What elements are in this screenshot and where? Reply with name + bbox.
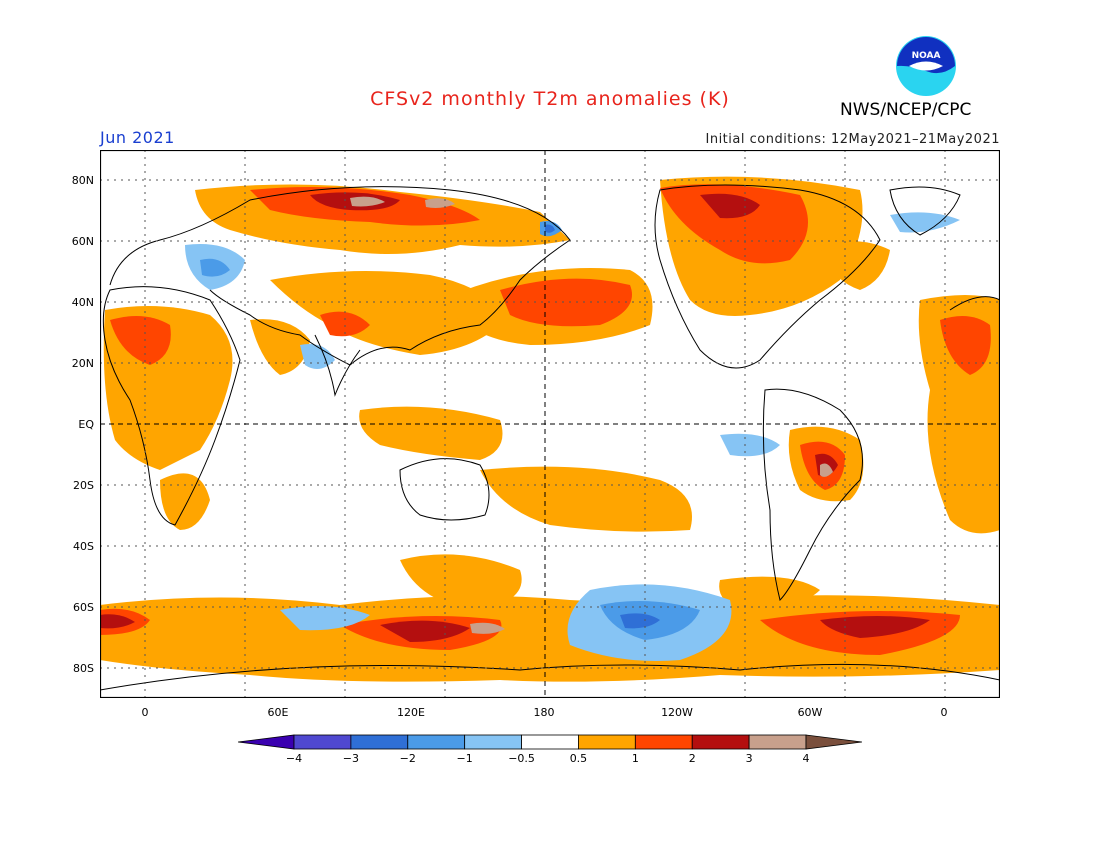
colorbar-swatch: [634, 734, 693, 750]
colorbar-swatch: [464, 734, 522, 750]
lat-label-60s: 60S: [73, 601, 94, 614]
colorbar-swatch: [521, 734, 579, 750]
colorbar-arrow-low: [238, 734, 295, 750]
colorbar-swatch: [407, 734, 466, 750]
lon-label-0-east: 0: [940, 706, 948, 719]
lon-label-60e: 60E: [267, 706, 289, 719]
forecast-month-label: Jun 2021: [100, 128, 175, 147]
warm-anomaly-extreme-areas: [350, 196, 833, 634]
colorbar-tick-label: −4: [286, 752, 302, 765]
noaa-logo-text: NOAA: [912, 51, 941, 61]
lon-label-120w: 120W: [661, 706, 693, 719]
lon-label-180: 180: [533, 706, 555, 719]
anomaly-map: [100, 150, 1000, 698]
colorbar-swatch: [578, 734, 636, 750]
agency-label: NWS/NCEP/CPC: [840, 100, 972, 120]
colorbar-swatch: [691, 734, 750, 750]
coastlines: [100, 184, 1000, 691]
lat-label-eq: EQ: [78, 418, 94, 431]
lat-label-20n: 20N: [71, 357, 94, 370]
equator-dateline: [100, 150, 1000, 698]
noaa-logo: NOAA: [896, 36, 956, 96]
lat-label-40s: 40S: [73, 540, 94, 553]
lat-label-40n: 40N: [71, 296, 94, 309]
colorbar-tick-label: 0.5: [570, 752, 588, 765]
colorbar: −4 −3 −2 −1 −0.5 0.5 1 2 3 4: [238, 734, 862, 765]
colorbar-tick-label: 2: [689, 752, 696, 765]
colorbar-tick-label: 1: [632, 752, 639, 765]
colorbar-tick-label: −2: [400, 752, 416, 765]
map-title: CFSv2 monthly T2m anomalies (K): [370, 88, 730, 110]
lat-label-20s: 20S: [73, 479, 94, 492]
colorbar-tick-label: −3: [343, 752, 359, 765]
colorbar-tick-label: −1: [457, 752, 473, 765]
colorbar-arrow-high: [805, 734, 862, 750]
colorbar-swatch: [748, 734, 807, 750]
colorbar-swatch: [350, 734, 409, 750]
colorbar-tick-label: 4: [803, 752, 810, 765]
cool-anomaly-strong-areas: [545, 224, 660, 629]
lon-label-60w: 60W: [797, 706, 823, 719]
lat-label-80n: 80N: [71, 174, 94, 187]
map-frame: [100, 150, 1000, 698]
lat-label-60n: 60N: [71, 235, 94, 248]
colorbar-tick-label: −0.5: [508, 752, 535, 765]
lon-label-0: 0: [141, 706, 149, 719]
colorbar-swatch: [293, 734, 352, 750]
lon-label-120e: 120E: [397, 706, 425, 719]
lat-label-80s: 80S: [73, 662, 94, 675]
colorbar-tick-label: 3: [746, 752, 753, 765]
initial-conditions-label: Initial conditions: 12May2021–21May2021: [705, 132, 1000, 147]
